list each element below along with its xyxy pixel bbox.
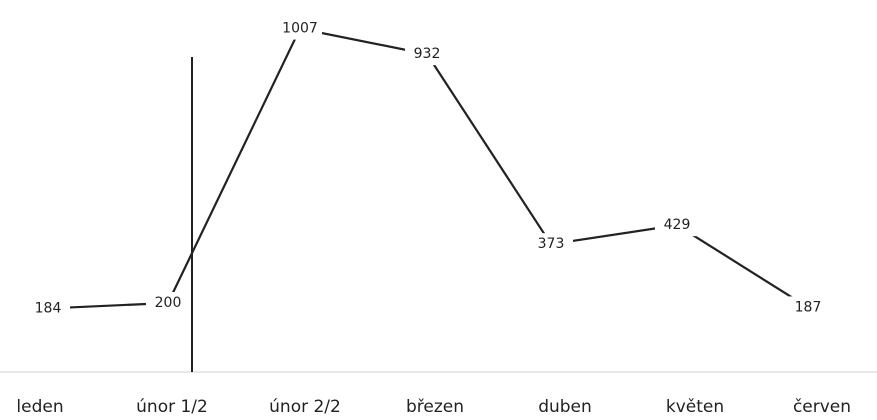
x-tick-label: červen (793, 397, 851, 417)
value-label: 373 (538, 236, 565, 252)
value-label-bg (786, 296, 830, 319)
value-label-bg (405, 43, 449, 66)
value-label-bg (655, 214, 699, 237)
x-tick-label: únor 2/2 (269, 397, 341, 417)
value-label: 429 (664, 217, 691, 233)
value-label: 932 (414, 46, 441, 62)
x-tick-label: květen (666, 397, 724, 417)
x-tick-label: leden (16, 397, 63, 417)
value-label: 187 (795, 299, 822, 315)
value-label-bg (146, 292, 190, 314)
value-label: 184 (35, 300, 62, 316)
value-label: 200 (155, 295, 182, 311)
x-tick-label: březen (406, 397, 464, 417)
x-tick-label: duben (538, 397, 592, 417)
value-label-bg (529, 233, 573, 256)
value-label: 1007 (282, 21, 318, 37)
value-label-bg (26, 297, 70, 320)
value-label-bg (278, 17, 322, 40)
x-tick-label: únor 1/2 (136, 397, 208, 417)
